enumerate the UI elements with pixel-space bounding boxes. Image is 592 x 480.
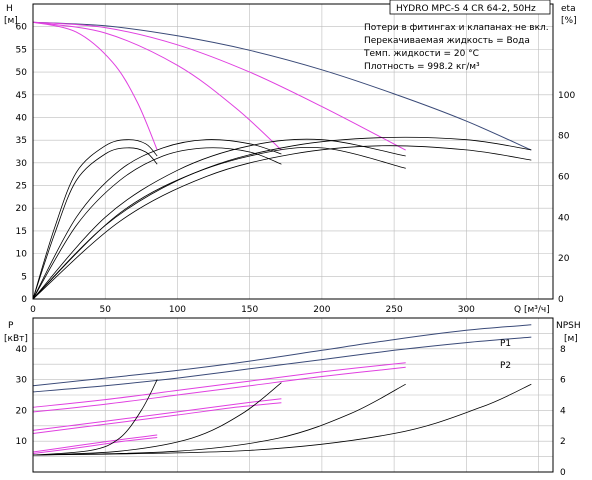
power-axis-label: P xyxy=(8,321,14,331)
note-line-4: Плотность = 998.2 кг/м³ xyxy=(364,62,480,72)
npsh-axis-label: NPSH xyxy=(556,321,581,331)
eta-tick-label: 100 xyxy=(558,91,575,101)
head-curve-1 xyxy=(32,21,532,151)
efficiency-curve-4 xyxy=(32,147,282,300)
power-curve-1 xyxy=(32,324,532,387)
p-tick-label: 20 xyxy=(16,406,28,416)
power-curve-6 xyxy=(32,402,282,434)
power-curve-7 xyxy=(32,434,158,453)
power-curve-3 xyxy=(32,362,406,408)
note-line-3: Темп. жидкости = 20 °C xyxy=(363,49,479,59)
eta-tick-label: 0 xyxy=(558,295,564,305)
npsh-tick-label: 8 xyxy=(560,345,566,355)
series-label-p1: P1 xyxy=(500,339,511,349)
power-axis-unit: [кВт] xyxy=(4,334,28,344)
power-curve-4 xyxy=(32,366,406,413)
p-tick-label: 10 xyxy=(16,437,28,447)
flow-axis-label: Q [м³/ч] xyxy=(514,305,550,315)
h-tick-label: 0 xyxy=(21,295,27,305)
power-grid xyxy=(32,318,553,473)
note-line-2: Перекачиваемая жидкость = Вода xyxy=(364,36,530,46)
p-tick-label: 40 xyxy=(16,345,28,355)
head-curve-2 xyxy=(32,21,406,151)
note-line-1: Потери в фитингах и клапанах не вкл. xyxy=(364,23,549,33)
eta-axis-unit: [%] xyxy=(561,16,577,26)
head-axis-unit: [м] xyxy=(4,16,18,26)
x-tick-label: 0 xyxy=(30,305,36,315)
eta-tick-label: 40 xyxy=(558,213,570,223)
x-tick-label: 150 xyxy=(241,305,258,315)
efficiency-curve-7 xyxy=(32,136,532,300)
npsh-tick-label: 2 xyxy=(560,437,566,447)
power-plot-frame xyxy=(32,317,554,473)
x-tick-label: 300 xyxy=(458,305,475,315)
efficiency-curve-3 xyxy=(32,139,282,300)
npsh-tick-label: 4 xyxy=(560,406,566,416)
power-curve-8 xyxy=(32,437,158,454)
h-tick-label: 35 xyxy=(16,136,27,146)
efficiency-curve-8 xyxy=(32,145,532,300)
header-title: HYDRO MPC-S 4 CR 64-2, 50Hz xyxy=(396,4,536,14)
npsh-curve-4 xyxy=(32,383,532,456)
x-tick-label: 200 xyxy=(313,305,330,315)
curves xyxy=(32,21,532,456)
eta-tick-label: 20 xyxy=(558,254,570,264)
efficiency-curve-5 xyxy=(32,138,406,300)
h-tick-label: 30 xyxy=(16,159,28,169)
eta-tick-label: 80 xyxy=(558,132,570,142)
npsh-curve-1 xyxy=(32,379,158,456)
h-tick-label: 60 xyxy=(16,23,28,33)
h-tick-label: 55 xyxy=(16,45,27,55)
tick-labels: 0 50 100 150 200 250 3000510152025303540455055… xyxy=(16,23,576,478)
x-tick-label: 250 xyxy=(386,305,403,315)
x-tick-label: 100 xyxy=(169,305,186,315)
npsh-tick-label: 6 xyxy=(560,376,566,386)
npsh-tick-label: 0 xyxy=(560,468,566,478)
h-tick-label: 50 xyxy=(16,68,28,78)
h-tick-label: 40 xyxy=(16,113,28,123)
h-tick-label: 15 xyxy=(16,227,27,237)
efficiency-curve-2 xyxy=(32,147,158,300)
h-tick-label: 10 xyxy=(16,250,28,260)
eta-axis-label: eta xyxy=(561,4,576,14)
h-tick-label: 5 xyxy=(21,272,27,282)
x-tick-label: 50 xyxy=(99,305,111,315)
p-tick-label: 30 xyxy=(16,376,28,386)
head-plot-frame xyxy=(32,3,554,300)
h-tick-label: 25 xyxy=(16,182,27,192)
npsh-curve-2 xyxy=(32,382,282,456)
head-axis-label: H xyxy=(6,4,13,14)
npsh-axis-unit: [м] xyxy=(564,334,578,344)
head-grid xyxy=(32,4,553,300)
header-title-box xyxy=(389,0,551,15)
power-curve-2 xyxy=(32,336,532,393)
head-curve-4 xyxy=(32,21,158,151)
eta-tick-label: 60 xyxy=(558,172,570,182)
h-tick-label: 20 xyxy=(16,204,28,214)
head-curve-3 xyxy=(32,21,282,151)
efficiency-curve-1 xyxy=(32,139,158,300)
h-tick-label: 45 xyxy=(16,91,27,101)
series-label-p2: P2 xyxy=(500,361,511,371)
power-curve-5 xyxy=(32,398,282,431)
